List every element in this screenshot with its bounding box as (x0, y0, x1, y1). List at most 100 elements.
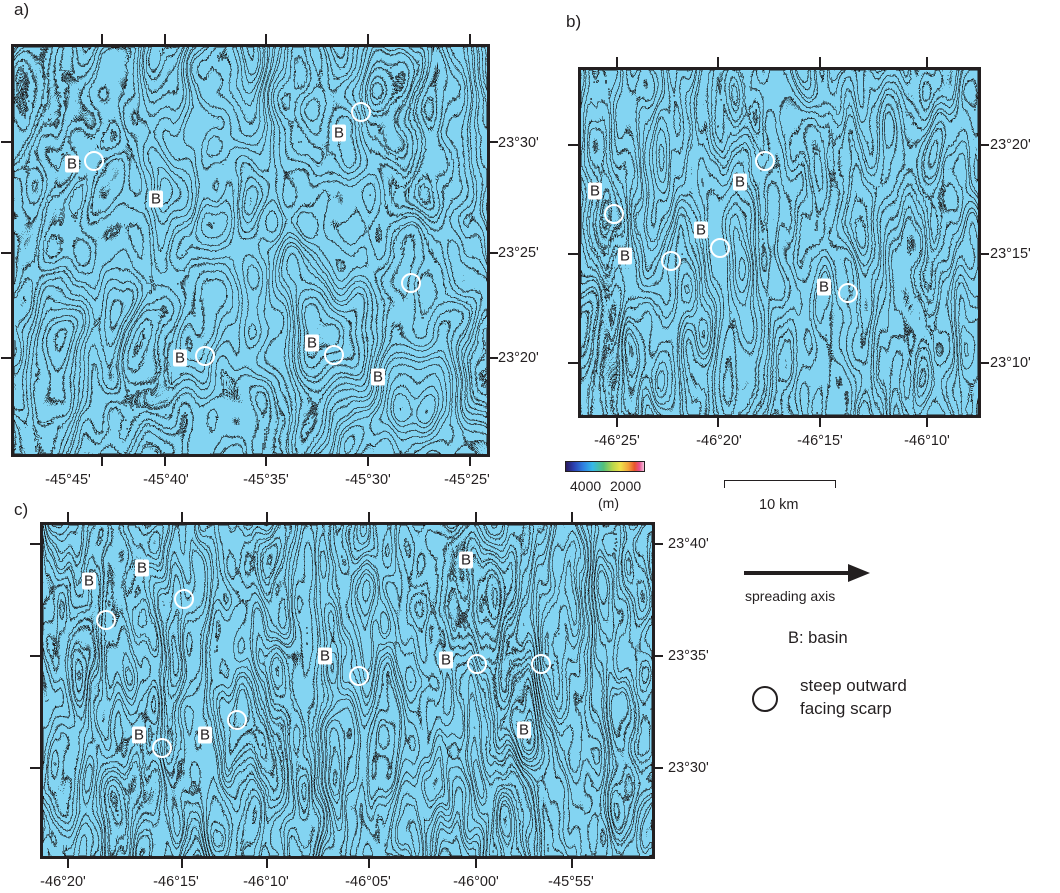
x-tick-label-a-4: -45°30' (345, 472, 391, 488)
x-tick-a-b4 (367, 456, 369, 466)
y-tick-label-b-2: 23°15' (990, 246, 1031, 262)
basin-label: B (134, 559, 150, 577)
depth-color-scale (565, 461, 645, 472)
basin-label: B (172, 349, 188, 367)
y-tick-b-3 (568, 362, 580, 364)
basin-label: B (148, 190, 164, 208)
scarp-marker (227, 710, 247, 730)
x-tick-label-a-3: -45°35' (243, 472, 289, 488)
basin-label: B (617, 247, 633, 265)
y-tick-b-1 (568, 144, 580, 146)
x-tick-c-1 (67, 512, 69, 524)
scarp-legend-line1: steep outward (800, 676, 907, 695)
x-tick-label-a-5: -45°25' (444, 472, 490, 488)
y-tick-a-r2 (488, 252, 498, 254)
basin-label: B (693, 221, 709, 239)
x-tick-c-2 (181, 512, 183, 524)
basin-label: B (458, 551, 474, 569)
y-tick-c-3 (30, 767, 42, 769)
x-tick-c-5 (475, 512, 477, 524)
scarp-marker (838, 283, 858, 303)
bathymetry-map-b (581, 70, 978, 415)
y-tick-b-r3 (979, 362, 989, 364)
map-panel-b (578, 67, 981, 418)
x-tick-a-5 (469, 34, 471, 46)
x-tick-b-4 (926, 57, 928, 69)
scarp-marker (324, 345, 344, 365)
x-tick-label-b-4: -46°10' (904, 433, 950, 449)
x-tick-a-b5 (469, 456, 471, 466)
x-tick-b-b2 (717, 417, 719, 427)
basin-label: B (370, 368, 386, 386)
y-tick-label-a-1: 23°30' (498, 135, 539, 151)
panel-c-letter: c) (14, 500, 29, 519)
x-tick-b-2 (717, 57, 719, 69)
scarp-marker (349, 666, 369, 686)
distance-scale-label: 10 km (759, 497, 799, 513)
basin-label: B (816, 278, 832, 296)
scarp-marker (604, 204, 624, 224)
scarp-marker (467, 654, 487, 674)
scarp-marker (84, 151, 104, 171)
x-tick-a-3 (265, 34, 267, 46)
scarp-marker (96, 610, 116, 630)
y-tick-label-a-3: 23°20' (498, 350, 539, 366)
depth-scale-deep-label: 4000 (570, 478, 602, 494)
scarp-marker (661, 251, 681, 271)
x-tick-label-c-1: -46°20' (40, 874, 86, 890)
x-tick-b-b1 (616, 417, 618, 427)
y-tick-a-1 (1, 141, 13, 143)
scarp-marker (195, 346, 215, 366)
y-tick-c-2 (30, 655, 42, 657)
scarp-marker (531, 654, 551, 674)
x-tick-label-a-2: -45°40' (143, 472, 189, 488)
x-tick-label-c-3: -46°10' (243, 874, 289, 890)
x-tick-b-3 (819, 57, 821, 69)
basin-label: B (304, 334, 320, 352)
x-tick-c-b4 (368, 858, 370, 868)
scarp-marker (351, 102, 371, 122)
x-tick-b-b3 (819, 417, 821, 427)
x-tick-c-b1 (67, 858, 69, 868)
map-panel-a (11, 44, 490, 457)
scarp-legend-circle-icon (752, 686, 778, 712)
map-panel-c (40, 522, 655, 859)
x-tick-c-b6 (571, 858, 573, 868)
basin-label: B (732, 173, 748, 191)
spreading-axis-label: spreading axis (745, 588, 836, 604)
scarp-marker (710, 238, 730, 258)
x-tick-label-c-4: -46°05' (345, 874, 391, 890)
panel-a-letter: a) (14, 0, 30, 19)
depth-scale-unit: (m) (598, 495, 619, 511)
x-tick-a-b2 (164, 456, 166, 466)
y-tick-b-r2 (979, 253, 989, 255)
x-tick-a-b3 (265, 456, 267, 466)
x-tick-b-b4 (926, 417, 928, 427)
y-tick-c-r3 (653, 767, 663, 769)
x-tick-label-c-2: -46°15' (153, 874, 199, 890)
x-tick-c-6 (571, 512, 573, 524)
scarp-marker (755, 151, 775, 171)
y-tick-label-c-2: 23°35' (668, 648, 709, 664)
basin-label: B (317, 647, 333, 665)
bathymetry-map-c (43, 525, 652, 856)
depth-scale-shallow-label: 2000 (610, 478, 642, 494)
x-tick-c-3 (266, 512, 268, 524)
y-tick-b-2 (568, 253, 580, 255)
scarp-marker (401, 273, 421, 293)
x-tick-c-b5 (475, 858, 477, 868)
x-tick-label-b-2: -46°20' (696, 433, 742, 449)
panel-b-letter: b) (566, 12, 582, 31)
x-tick-label-b-1: -46°25' (594, 433, 640, 449)
y-tick-a-r1 (488, 141, 498, 143)
scarp-marker (174, 589, 194, 609)
x-tick-label-b-3: -46°15' (797, 433, 843, 449)
basin-label: B (438, 651, 454, 669)
x-tick-c-4 (368, 512, 370, 524)
basin-label: B (516, 721, 532, 739)
bathymetry-map-a (14, 47, 487, 454)
x-tick-a-1 (101, 34, 103, 46)
y-tick-label-a-2: 23°25' (498, 245, 539, 261)
y-tick-label-b-1: 23°20' (990, 137, 1031, 153)
y-tick-a-r3 (488, 357, 498, 359)
